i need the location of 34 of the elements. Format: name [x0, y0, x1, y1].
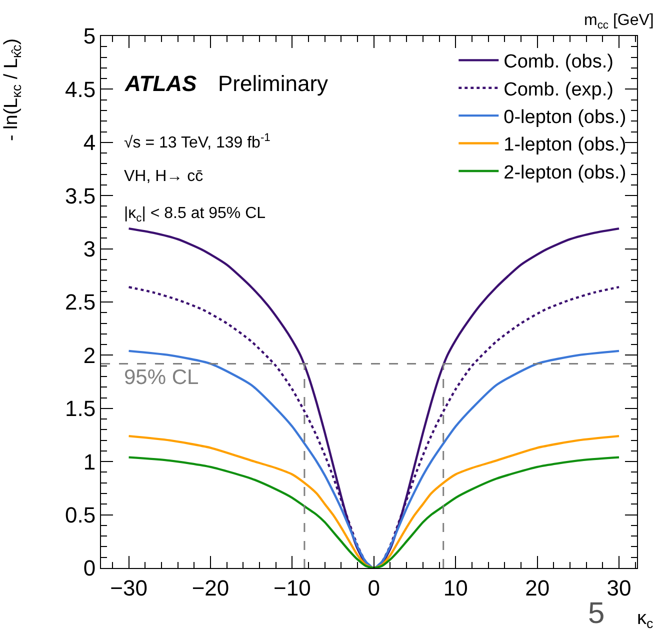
x-tick-label: 20 [525, 575, 550, 600]
y-tick-label: 0.5 [65, 502, 96, 528]
x-tick-label: −10 [274, 575, 311, 600]
y-tick-label: 3.5 [65, 183, 96, 208]
y-tick-label: 5 [83, 24, 96, 49]
legend-label: 1-lepton (obs.) [504, 134, 626, 156]
text: 5 [588, 597, 605, 630]
legend-label: Comb. (obs.) [504, 52, 614, 73]
annotation: Preliminary [218, 71, 328, 96]
y-tick-label: 2 [83, 342, 96, 368]
text: m$_{cc}$ [GeV] [584, 12, 654, 32]
annotation: |κ$_{c}$| < 8.5 at 95% CL [124, 205, 266, 224]
y-tick-label: 4 [83, 130, 96, 156]
legend-label: 0-lepton (obs.) [504, 106, 626, 128]
y-tick-label: 1 [83, 449, 96, 474]
y-tick-label: 4.5 [65, 76, 96, 102]
y-tick-label: 1.5 [65, 396, 96, 422]
ref-line-label: 95% CL [124, 366, 199, 389]
line-series [128, 456, 620, 568]
x-tick-label: 10 [443, 575, 468, 600]
line-series [128, 434, 620, 568]
annotation: ATLAS [124, 71, 198, 96]
legend-label: 2-lepton (obs.) [504, 162, 626, 184]
x-tick-label: 0 [368, 575, 380, 600]
y-tick-label: 3 [83, 236, 96, 262]
y-tick-label: 0 [83, 556, 96, 581]
x-tick-label: −30 [110, 575, 148, 600]
y-tick-label: 2.5 [65, 290, 96, 315]
x-tick-label: −20 [192, 575, 230, 600]
annotation: √s = 13 TeV, 139 fb$^{-1}$ [124, 132, 270, 152]
legend-label: Comb. (exp.) [504, 79, 614, 100]
annotation: VH, H→ cc̄ [124, 168, 204, 185]
x-tick-label: 30 [606, 575, 632, 600]
x-axis-title: κ$_{c}$ [637, 608, 654, 631]
